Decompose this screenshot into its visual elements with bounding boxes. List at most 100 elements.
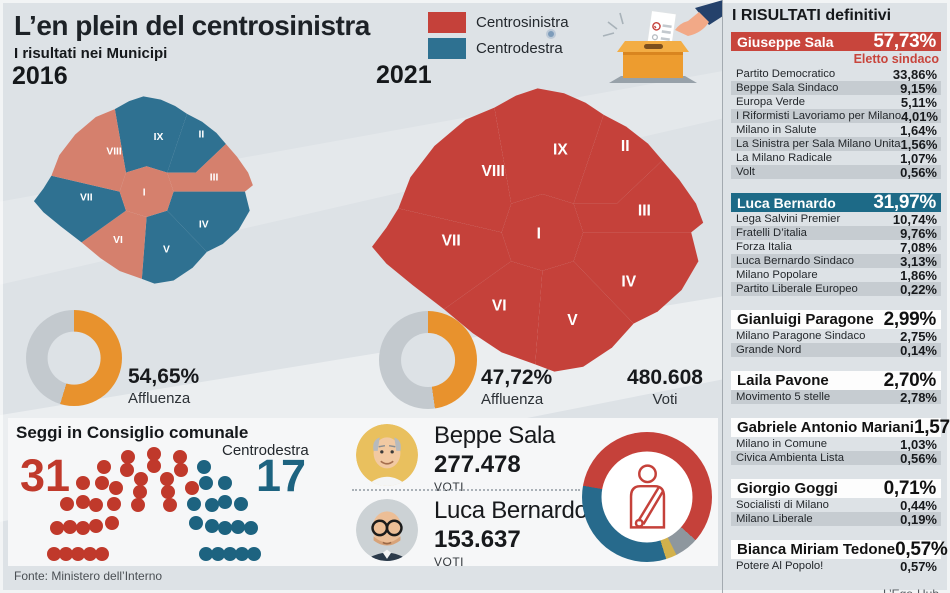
turnout-2021-text: 47,72% Affluenza (481, 366, 552, 408)
centrodestra-swatch (428, 38, 466, 59)
municipio-label: II (198, 130, 204, 141)
seat-dot (89, 519, 104, 534)
municipio-label: I (143, 188, 146, 199)
party-value: 1,07% (900, 150, 937, 166)
party-row: Europa Verde 5,11% (731, 94, 941, 110)
candidate-banner: Laila Pavone 2,70% (731, 369, 941, 391)
candidate-pct: 2,99% (883, 308, 937, 330)
beppe-sala-photo (356, 424, 418, 486)
candidate-name: Giorgio Goggi (737, 480, 838, 497)
party-row: Fratelli D’italia 9,76% (731, 226, 941, 241)
party-label: Lega Salvini Premier (736, 213, 841, 225)
seat-dot (235, 547, 249, 561)
seat-dot (147, 459, 161, 473)
party-label: Partito Democratico (736, 68, 836, 80)
municipio-label: VII (442, 233, 461, 250)
party-label: Beppe Sala Sindaco (736, 82, 839, 94)
candidate-info: Beppe Sala 277.478 VOTI (434, 422, 652, 494)
seat-dot (147, 447, 161, 461)
candidate-pct: 2,70% (883, 369, 937, 391)
decorative-dot (548, 31, 554, 37)
centrosinistra-seats: 31 (20, 450, 71, 501)
municipio-label: VI (492, 297, 507, 314)
seat-dot (75, 521, 90, 535)
candidate-name: Luca Bernardo (434, 497, 588, 524)
results-sidebar: I RISULTATI definitivi Giuseppe Sala 57,7… (722, 0, 950, 593)
seat-dot (95, 547, 109, 561)
box-slot (644, 44, 663, 49)
candidate-name: Giuseppe Sala (737, 33, 834, 50)
seat-dot (199, 547, 213, 561)
seat-dot (76, 476, 91, 491)
year-2021-label: 2021 (376, 61, 432, 89)
sparkle-lines (602, 12, 624, 37)
party-value: 2,75% (900, 328, 937, 344)
candidate-banner: Giorgio Goggi 0,71% (731, 477, 941, 499)
seat-dot (189, 516, 204, 531)
result-block: Bianca Miriam Tedone 0,57% Potere Al Popol… (731, 539, 948, 574)
candidate-name: Bianca Miriam Tedone (737, 541, 896, 558)
candidate-name: Laila Pavone (737, 372, 829, 389)
party-label: Movimento 5 stelle (736, 391, 831, 403)
seat-dot (97, 460, 111, 475)
party-row: Volt 0,56% (731, 165, 941, 180)
results-title: I RISULTATI definitivi (732, 7, 892, 24)
party-row: Potere Al Popolo! 0,57% (731, 558, 941, 574)
party-value: 1,56% (900, 136, 938, 152)
party-label: Milano in Comune (736, 438, 828, 450)
seat-dot (247, 547, 261, 561)
municipio-I (119, 166, 174, 218)
seat-dot (223, 547, 237, 561)
party-value: 0,57% (900, 558, 937, 574)
party-row: Beppe Sala Sindaco 9,15% (731, 81, 941, 96)
result-block: Giorgio Goggi 0,71% Socialisti di Milano 0,… (731, 477, 941, 527)
ballot-box-illustration (602, 0, 723, 83)
legend-label: Centrosinistra (476, 14, 569, 31)
seat-dot (88, 498, 103, 513)
credit: L’Ego-Hub (731, 587, 941, 593)
seat-dot (160, 472, 175, 487)
municipio-label: IX (154, 132, 164, 143)
party-label: Grande Nord (736, 344, 802, 356)
seat-dot (95, 475, 110, 490)
candidate-banner: Luca Bernardo 31,97% (731, 191, 941, 213)
seat-dot (107, 496, 122, 511)
party-value: 0,19% (900, 511, 937, 527)
seat-dot (217, 476, 232, 491)
seat-dot (230, 519, 245, 534)
party-row: Milano in Salute 1,64% (731, 123, 941, 138)
seat-dot (218, 521, 233, 535)
municipio-label: VI (113, 235, 123, 246)
mayor-vote-share-donut (582, 432, 712, 562)
seat-dot (172, 450, 187, 465)
legend-item-centrodestra: Centrodestra (428, 38, 569, 59)
sleeve (695, 0, 723, 25)
party-value: 5,11% (900, 94, 937, 110)
party-row: Partito Democratico 33,86% (731, 67, 941, 82)
candidate-pct: 31,97% (873, 191, 936, 213)
municipio-label: IV (199, 219, 209, 230)
luca-bernardo-photo (356, 499, 418, 561)
total-votes-label: Voti (652, 391, 678, 408)
party-row: La Milano Radicale 1,07% (731, 150, 941, 166)
seat-dot (63, 519, 78, 534)
candidate-sala: Beppe Sala 277.478 VOTI (352, 422, 652, 494)
party-value: 0,44% (900, 497, 937, 513)
seat-dot (132, 484, 147, 499)
party-label: Milano Paragone Sindaco (736, 330, 866, 342)
party-label: Luca Bernardo Sindaco (736, 255, 855, 267)
party-label: Milano in Salute (736, 124, 817, 136)
turnout-2021-donut (379, 311, 477, 409)
seat-dot (186, 496, 201, 511)
candidate-pct: 0,71% (883, 477, 937, 499)
elected-note: Eletto sindaco (853, 52, 939, 66)
candidate-bernardo: Luca Bernardo 153.637 VOTI (352, 497, 652, 569)
municipio-label: V (163, 245, 170, 256)
box-edge (623, 52, 683, 55)
seat-dot (198, 475, 213, 490)
candidate-name: Gianluigi Paragone (737, 311, 874, 328)
